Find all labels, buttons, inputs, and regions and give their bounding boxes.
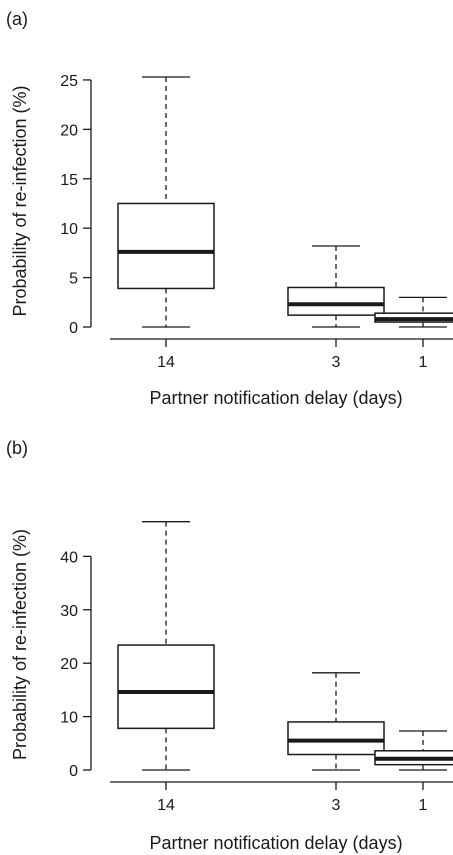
- y-axis-title: Probability of re-infection (%): [10, 529, 30, 760]
- y-tick-label: 10: [60, 710, 78, 727]
- x-tick-label: 3: [332, 354, 341, 371]
- x-tick-label: 1: [419, 354, 428, 371]
- box-14-iqr: [117, 644, 215, 730]
- x-tick-label: 3: [332, 797, 341, 814]
- box-3-iqr: [287, 286, 385, 316]
- y-tick-label: 10: [60, 221, 78, 238]
- x-tick-label: 14: [157, 354, 175, 371]
- x-tick-label: 1: [419, 797, 428, 814]
- y-tick-label: 15: [60, 172, 78, 189]
- y-tick-label: 0: [69, 320, 78, 337]
- panel-a: (a) 0 5 10 15 20 25 Probability of re-infection…: [6, 9, 453, 408]
- y-tick-label: 25: [60, 73, 78, 90]
- x-tick-label: 14: [157, 797, 175, 814]
- y-axis-title: Probability of re-infection (%): [10, 85, 30, 316]
- y-tick-label: 20: [60, 122, 78, 139]
- y-tick-label: 5: [69, 271, 78, 288]
- y-tick-label: 40: [60, 549, 78, 566]
- panel-label: (b): [6, 438, 28, 458]
- y-tick-label: 30: [60, 603, 78, 620]
- x-axis-title: Partner notification delay (days): [149, 388, 402, 408]
- y-tick-label: 0: [69, 763, 78, 780]
- x-axis-title: Partner notification delay (days): [149, 833, 402, 853]
- box-14-iqr: [117, 202, 215, 290]
- panel-label: (a): [6, 9, 28, 29]
- y-tick-label: 20: [60, 656, 78, 673]
- box-3-iqr: [287, 721, 385, 756]
- panel-b: (b) 0 10 20 30 40 Probability of re-infection …: [6, 438, 453, 853]
